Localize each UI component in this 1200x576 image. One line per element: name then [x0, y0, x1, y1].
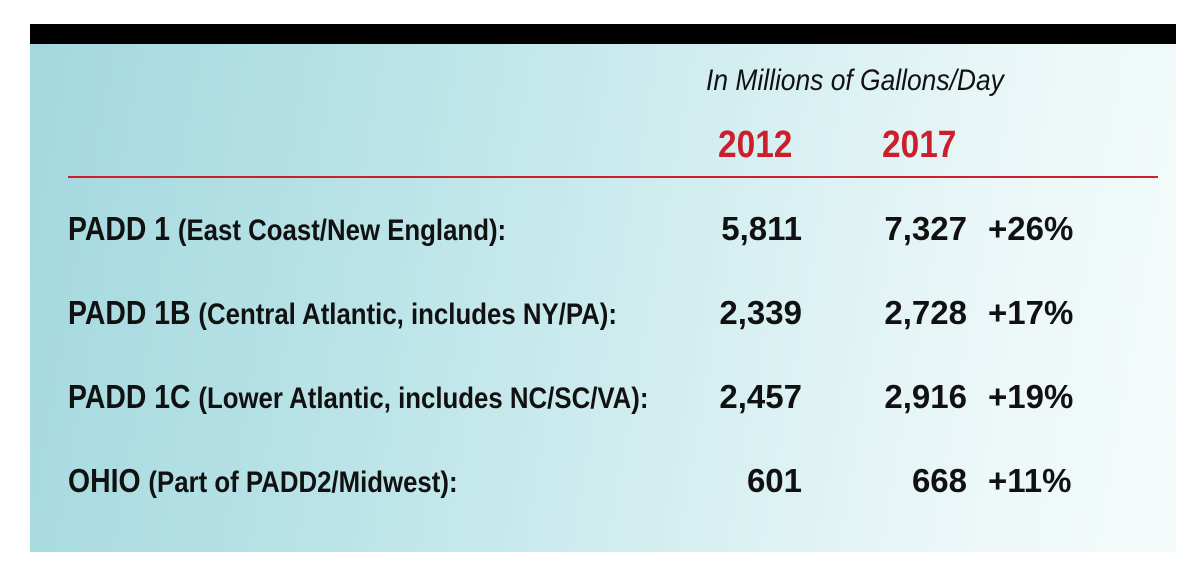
row-label: PADD 1 (East Coast/New England):: [68, 210, 506, 248]
value-2012: 2,339: [719, 294, 802, 331]
value-2017: 7,327: [884, 210, 967, 247]
value-2012: 601: [746, 462, 802, 499]
row-label: OHIO (Part of PADD2/Midwest):: [68, 462, 458, 500]
row-code: PADD 1C: [68, 378, 191, 415]
percent-change: +19%: [988, 378, 1074, 415]
row-description: (Lower Atlantic, includes NC/SC/VA):: [198, 382, 649, 415]
value-2017: 2,728: [884, 294, 967, 331]
row-description: (Central Atlantic, includes NY/PA):: [198, 298, 617, 331]
percent-change: +17%: [988, 294, 1074, 331]
row-description: (Part of PADD2/Midwest):: [148, 466, 458, 499]
row-label: PADD 1C (Lower Atlantic, includes NC/SC/…: [68, 378, 648, 416]
year-header-2012: 2012: [718, 124, 793, 166]
row-code: PADD 1: [68, 210, 170, 247]
percent-change: +11%: [988, 462, 1072, 499]
row-description: (East Coast/New England):: [177, 214, 507, 247]
row-code: PADD 1B: [68, 294, 191, 331]
value-2012: 2,457: [719, 378, 802, 415]
year-header-2017: 2017: [882, 124, 957, 166]
value-2017: 2,916: [884, 378, 967, 415]
table-row: PADD 1B (Central Atlantic, includes NY/P…: [30, 294, 1176, 344]
top-black-bar: [30, 24, 1176, 44]
value-2017: 668: [911, 462, 967, 499]
row-label: PADD 1B (Central Atlantic, includes NY/P…: [68, 294, 617, 332]
table-row: PADD 1 (East Coast/New England): 5,811 7…: [30, 210, 1176, 260]
table-row: OHIO (Part of PADD2/Midwest): 601 668 +1…: [30, 462, 1176, 512]
table-row: PADD 1C (Lower Atlantic, includes NC/SC/…: [30, 378, 1176, 428]
row-code: OHIO: [68, 462, 141, 499]
data-table-panel: In Millions of Gallons/Day 2012 2017 PAD…: [30, 24, 1176, 552]
value-2012: 5,811: [721, 210, 802, 247]
header-divider: [68, 176, 1158, 178]
unit-label: In Millions of Gallons/Day: [706, 64, 1004, 97]
percent-change: +26%: [988, 210, 1074, 247]
